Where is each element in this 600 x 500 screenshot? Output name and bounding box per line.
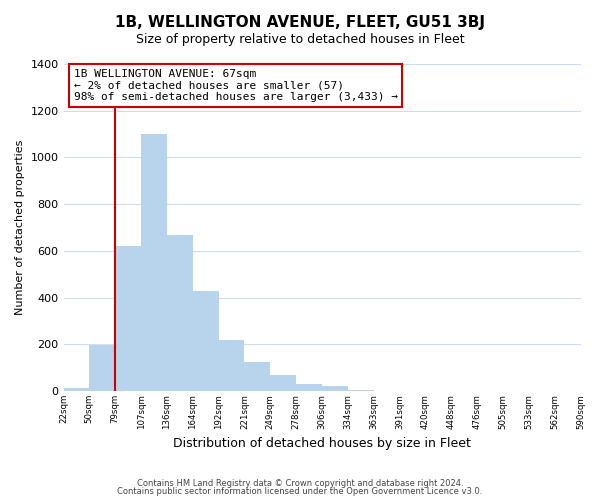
Bar — [322, 386, 348, 391]
Text: Contains public sector information licensed under the Open Government Licence v3: Contains public sector information licen… — [118, 487, 482, 496]
Bar — [167, 234, 193, 391]
Text: Size of property relative to detached houses in Fleet: Size of property relative to detached ho… — [136, 32, 464, 46]
Text: Contains HM Land Registry data © Crown copyright and database right 2024.: Contains HM Land Registry data © Crown c… — [137, 478, 463, 488]
Bar — [348, 390, 374, 391]
Text: 1B, WELLINGTON AVENUE, FLEET, GU51 3BJ: 1B, WELLINGTON AVENUE, FLEET, GU51 3BJ — [115, 15, 485, 30]
Y-axis label: Number of detached properties: Number of detached properties — [15, 140, 25, 315]
Bar — [64, 388, 89, 391]
Bar — [141, 134, 167, 391]
Text: 1B WELLINGTON AVENUE: 67sqm
← 2% of detached houses are smaller (57)
98% of semi: 1B WELLINGTON AVENUE: 67sqm ← 2% of deta… — [74, 69, 398, 102]
X-axis label: Distribution of detached houses by size in Fleet: Distribution of detached houses by size … — [173, 437, 471, 450]
Bar — [115, 246, 141, 391]
Bar — [271, 374, 296, 391]
Bar — [89, 346, 115, 391]
Bar — [218, 340, 244, 391]
Bar — [244, 362, 271, 391]
Bar — [296, 384, 322, 391]
Bar — [193, 290, 218, 391]
